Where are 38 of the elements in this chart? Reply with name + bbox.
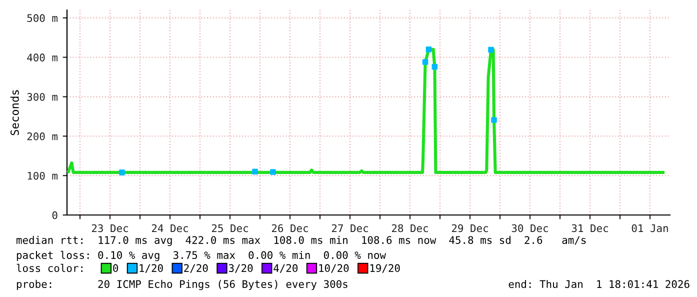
legend-label: 3/20 [228,264,253,273]
legend-label: 19/20 [370,264,400,273]
point [426,46,432,52]
y-tick-label: 100 m [28,172,58,180]
point [491,117,497,123]
text: median rtt: 117.0 ms avg 422.0 ms max 108.0 ms min 108.6 ms now 45.8 ms sd 2.6 am/s [16,236,586,246]
y-tick-label: 400 m [27,54,58,62]
x-tick-label: 27 Dec [332,224,368,232]
point [422,59,428,65]
x-tick-label: 25 Dec [212,224,248,232]
y-tick-label: 300 m [27,92,58,101]
y-tick-label: 500 m [27,14,58,22]
legend-label: 0 [113,264,118,272]
line-series [67,48,665,174]
point [432,64,438,70]
point [488,46,494,53]
text: packet loss: 0.10 % avg 3.75 % max 0.00 % min 0.00 % now [16,250,386,262]
y-tick-label: 200 m [27,132,58,140]
y-tick-label: 0 [52,211,58,220]
x-tick-label: 01 Jan [632,224,668,232]
x-tick-label: 24 Dec [152,224,188,232]
x-tick-label: 23 Dec [92,224,128,232]
x-tick-label: 28 Dec [392,224,428,232]
x-tick-label: 29 Dec [452,224,488,232]
x-tick-label: 31 Dec [572,224,608,232]
text: end: Thu Jan 1 18:01:41 2026 [508,280,690,288]
legend-title: loss color: [16,264,82,272]
x-tick-label: 30 Dec [512,224,548,232]
point [270,169,276,175]
point [252,168,258,175]
legend-label: 2/20 [184,264,208,273]
legend-label: 1/20 [140,264,163,273]
text: probe: 20 ICMP Echo Pings (56 Bytes) every 300s [16,280,348,290]
x-tick-label: 26 Dec [272,224,308,232]
y-axis-title: Seconds [10,90,19,136]
legend-label: 10/20 [319,264,349,273]
legend-label: 4/20 [274,264,298,273]
point [119,170,125,176]
